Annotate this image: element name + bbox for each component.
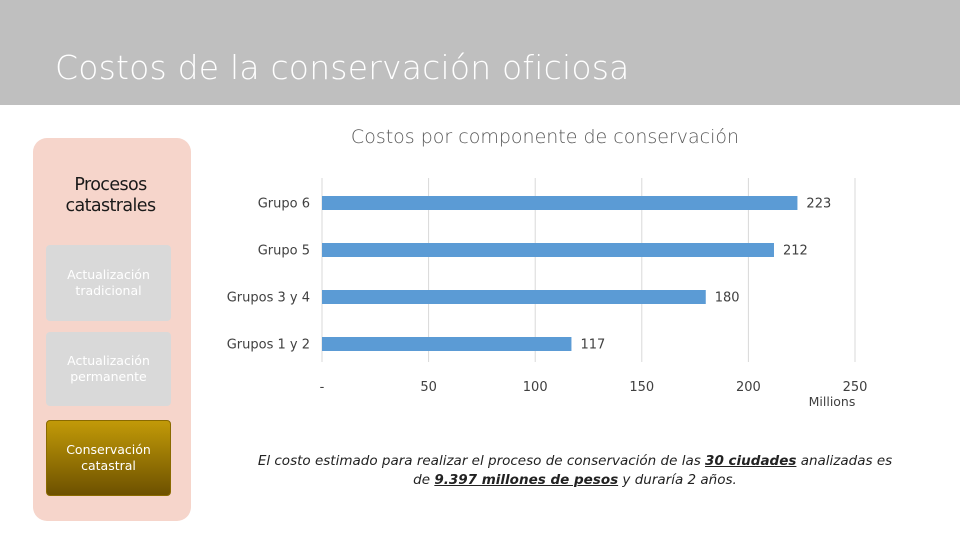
x-tick-label-4: 200 xyxy=(736,380,761,395)
x-tick-label-0: - xyxy=(320,380,325,395)
category-label-2: Grupos 3 y 4 xyxy=(227,291,310,306)
step-actualizacion-tradicional: Actualización tradicional xyxy=(46,245,171,321)
category-label-3: Grupos 1 y 2 xyxy=(227,338,310,353)
note-text-3: y duraría 2 años. xyxy=(618,472,737,488)
category-label-1: Grupo 5 xyxy=(258,244,310,259)
category-label-0: Grupo 6 xyxy=(258,197,310,212)
bar-1 xyxy=(322,243,774,257)
step-actualizacion-permanente: Actualización permanente xyxy=(46,332,171,406)
data-label-0: 223 xyxy=(806,197,831,212)
note-text-2: analizadas es de xyxy=(413,453,893,488)
note-text-1: El costo estimado para realizar el proce… xyxy=(257,453,706,469)
x-tick-label-5: 250 xyxy=(843,380,868,395)
cost-note: El costo estimado para realizar el proce… xyxy=(255,452,895,490)
x-units-label: Millions xyxy=(808,394,856,409)
data-label-1: 212 xyxy=(783,244,808,259)
data-label-2: 180 xyxy=(715,291,740,306)
chart-title: Costos por componente de conservación xyxy=(350,126,740,148)
note-bold-cities: 30 ciudades xyxy=(705,453,797,469)
step-conservacion-catastral: Conservación catastral xyxy=(46,420,171,496)
bar-3 xyxy=(322,337,572,351)
note-bold-amount: 9.397 millones de pesos xyxy=(434,472,619,488)
data-label-3: 117 xyxy=(580,338,605,353)
bar-2 xyxy=(322,290,706,304)
bar-0 xyxy=(322,196,798,210)
x-tick-label-1: 50 xyxy=(420,380,437,395)
slide-title: Costos de la conservación oficiosa xyxy=(55,48,630,87)
x-tick-label-3: 150 xyxy=(629,380,654,395)
x-tick-label-2: 100 xyxy=(523,380,548,395)
panel-title: Procesos catastrales xyxy=(65,175,157,216)
header-band xyxy=(0,0,960,105)
